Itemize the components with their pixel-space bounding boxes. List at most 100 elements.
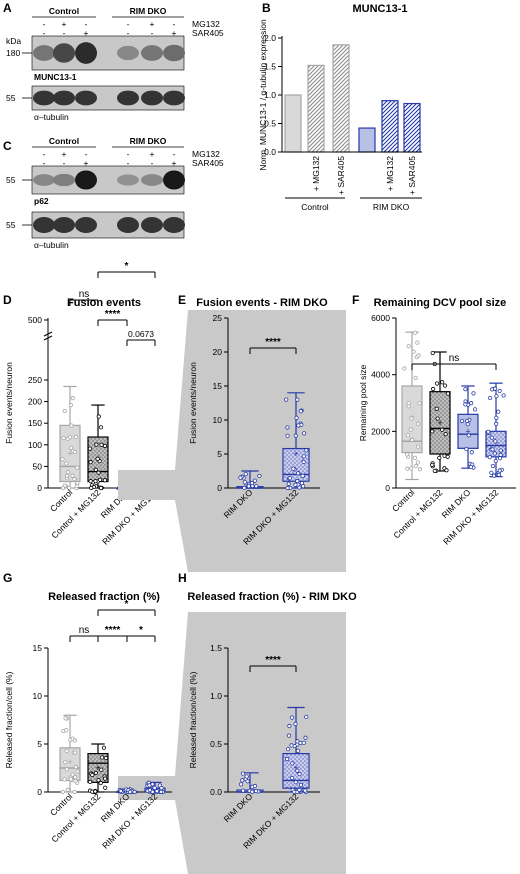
- data-point: [430, 350, 435, 356]
- data-point: [90, 772, 95, 778]
- blot-sign: -: [85, 19, 88, 29]
- blot-sign: -: [43, 149, 46, 159]
- blot-sign: +: [172, 158, 177, 168]
- data-point: [159, 785, 164, 791]
- data-point: [295, 748, 301, 753]
- data-point: [287, 476, 292, 481]
- data-point: [487, 455, 492, 460]
- data-point: [285, 485, 290, 491]
- data-point: [240, 788, 246, 793]
- data-point: [466, 433, 471, 438]
- category-label: RIM DKO + MG132: [100, 791, 160, 851]
- data-point: [70, 772, 75, 777]
- data-point: [70, 396, 75, 401]
- data-point: [60, 789, 65, 794]
- data-point: [64, 748, 69, 754]
- data-point: [501, 393, 506, 398]
- data-point: [489, 435, 495, 440]
- data-point: [99, 755, 105, 760]
- blot-sign: +: [150, 19, 155, 29]
- chart-title: MUNC13-1: [352, 3, 407, 15]
- blot-row-label: SAR405: [192, 28, 224, 38]
- category-label: + SAR405: [336, 156, 346, 195]
- y-tick-label: 50: [33, 461, 43, 471]
- data-point: [252, 478, 257, 483]
- blot-band: [53, 216, 75, 234]
- data-point: [291, 466, 296, 471]
- y-axis-label: Fusion events/neuron: [4, 362, 14, 444]
- data-point: [437, 455, 442, 461]
- data-point: [417, 401, 422, 406]
- mean-marker: +: [437, 418, 442, 428]
- y-tick-label: 20: [213, 347, 223, 357]
- panel-letter-h: H: [178, 571, 187, 585]
- data-point: [74, 483, 80, 488]
- blot-sign: -: [63, 28, 66, 38]
- sig-label: ****: [105, 625, 121, 636]
- axis-break: [43, 331, 53, 341]
- data-point: [243, 471, 248, 477]
- data-point: [297, 771, 302, 777]
- blot-sign: +: [62, 19, 67, 29]
- y-tick-label: 25: [213, 313, 223, 323]
- data-point: [498, 448, 503, 453]
- sig-label: ****: [265, 337, 281, 348]
- mean-marker: +: [95, 763, 100, 773]
- blot-sign: -: [127, 19, 130, 29]
- data-point: [434, 406, 439, 411]
- data-point: [103, 755, 109, 761]
- data-point: [87, 779, 93, 785]
- data-point: [498, 452, 503, 458]
- data-point: [73, 764, 78, 770]
- blot-sign: -: [127, 149, 130, 159]
- data-point: [303, 788, 308, 793]
- category-label: Control + MG132: [49, 487, 102, 540]
- data-point: [63, 760, 68, 765]
- data-point: [73, 750, 78, 755]
- zoom-shade: [175, 310, 346, 572]
- blot-band: [117, 45, 139, 61]
- data-point: [301, 431, 307, 436]
- data-point: [296, 423, 301, 428]
- sig-label: ns: [79, 289, 90, 300]
- data-point: [490, 463, 495, 469]
- data-point: [497, 456, 503, 461]
- sig-label: 0.0673: [128, 329, 154, 339]
- data-point: [93, 789, 98, 794]
- data-point: [464, 418, 470, 424]
- blot-row-label: MG132: [192, 149, 220, 159]
- y-tick-label: 2000: [371, 426, 390, 436]
- data-point: [87, 446, 93, 451]
- data-point: [492, 386, 498, 391]
- data-point: [415, 421, 421, 427]
- blot-band: [33, 216, 55, 234]
- data-point: [96, 778, 101, 783]
- data-point: [88, 479, 93, 484]
- blot-kda-mark: 55: [6, 93, 16, 103]
- blot-sign: -: [127, 158, 130, 168]
- data-point: [285, 433, 290, 438]
- data-point: [246, 484, 251, 489]
- data-point: [406, 344, 411, 349]
- data-point: [304, 714, 309, 720]
- data-point: [73, 434, 78, 439]
- sig-label: *: [125, 599, 129, 610]
- data-point: [238, 782, 244, 787]
- y-axis-label: Released fraction/cell (%): [4, 671, 14, 768]
- data-point: [72, 449, 77, 455]
- data-point: [435, 381, 440, 386]
- data-point: [494, 421, 499, 426]
- blot-band: [75, 90, 97, 106]
- y-tick-label: 1.0: [210, 691, 222, 701]
- y-tick-label: 1.5: [210, 643, 222, 653]
- blot-sign: -: [85, 149, 88, 159]
- y-tick-label: 0.0: [210, 787, 222, 797]
- data-point: [445, 391, 451, 396]
- bar: [381, 100, 399, 153]
- blot-band-name: p62: [34, 196, 49, 206]
- data-point: [93, 479, 98, 484]
- data-point: [63, 716, 68, 721]
- blot-sign: +: [62, 149, 67, 159]
- data-point: [408, 427, 413, 432]
